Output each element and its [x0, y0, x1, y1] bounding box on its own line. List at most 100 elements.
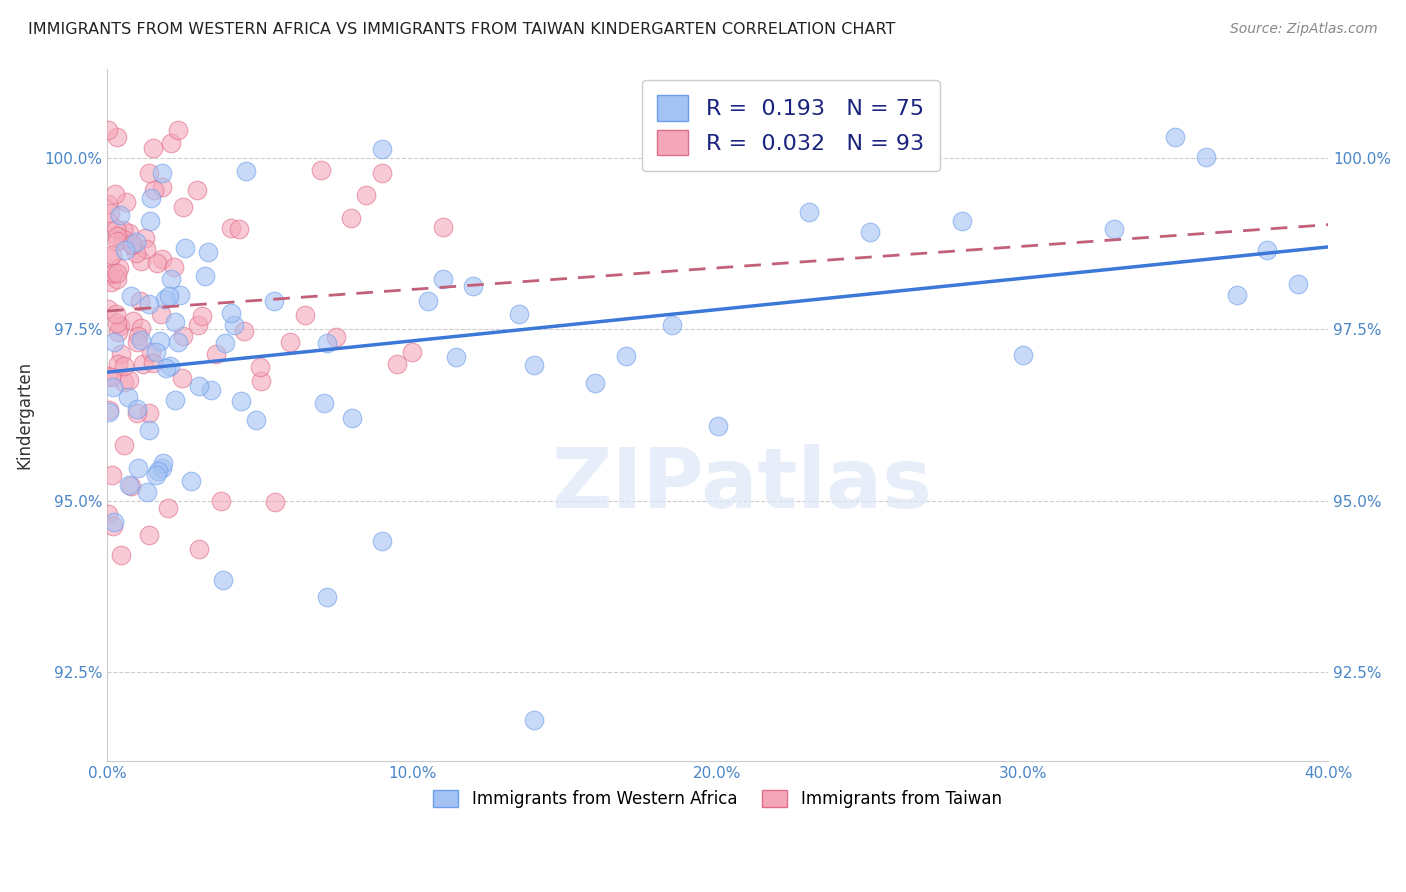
Point — [172, 371, 194, 385]
Point — [187, 318, 209, 333]
Point — [508, 307, 530, 321]
Point — [159, 272, 181, 286]
Point — [950, 213, 973, 227]
Point — [114, 244, 136, 258]
Point — [150, 180, 173, 194]
Point — [173, 241, 195, 255]
Point — [153, 292, 176, 306]
Point — [120, 289, 142, 303]
Point — [101, 248, 124, 262]
Point — [103, 516, 125, 530]
Point — [101, 266, 124, 280]
Point — [142, 183, 165, 197]
Point — [124, 235, 146, 250]
Point — [142, 356, 165, 370]
Point — [186, 182, 208, 196]
Point — [294, 308, 316, 322]
Point — [188, 379, 211, 393]
Point — [139, 191, 162, 205]
Point — [159, 136, 181, 151]
Point — [121, 238, 143, 252]
Point — [103, 380, 125, 394]
Point — [661, 318, 683, 333]
Point — [100, 370, 122, 384]
Point — [191, 309, 214, 323]
Point — [278, 335, 301, 350]
Point — [131, 253, 153, 268]
Point — [312, 396, 335, 410]
Point — [139, 344, 162, 359]
Point — [1225, 288, 1247, 302]
Point — [614, 349, 637, 363]
Point — [371, 142, 394, 156]
Point — [118, 373, 141, 387]
Point — [159, 359, 181, 373]
Point — [105, 234, 128, 248]
Point — [1256, 244, 1278, 258]
Point — [197, 244, 219, 259]
Point — [122, 314, 145, 328]
Point — [163, 315, 186, 329]
Point — [132, 357, 155, 371]
Point — [146, 256, 169, 270]
Point — [98, 405, 121, 419]
Point — [135, 485, 157, 500]
Point — [235, 163, 257, 178]
Point — [706, 419, 728, 434]
Point — [125, 246, 148, 260]
Point — [249, 374, 271, 388]
Point — [432, 272, 454, 286]
Point — [797, 205, 820, 219]
Point — [110, 549, 132, 563]
Point — [1104, 222, 1126, 236]
Point — [108, 208, 131, 222]
Point — [107, 325, 129, 339]
Point — [1286, 277, 1309, 291]
Point — [98, 251, 121, 265]
Point — [245, 413, 267, 427]
Point — [108, 318, 131, 333]
Point — [114, 359, 136, 373]
Point — [104, 222, 127, 236]
Point — [138, 528, 160, 542]
Point — [105, 228, 128, 243]
Point — [583, 376, 606, 391]
Point — [219, 306, 242, 320]
Point — [134, 231, 156, 245]
Point — [523, 713, 546, 727]
Point — [432, 219, 454, 234]
Point — [315, 591, 337, 605]
Point — [169, 288, 191, 302]
Point — [127, 406, 149, 420]
Point — [97, 368, 120, 383]
Point — [111, 223, 134, 237]
Point — [131, 333, 153, 347]
Point — [187, 541, 209, 556]
Point — [356, 188, 378, 202]
Point — [125, 401, 148, 416]
Point — [97, 197, 120, 211]
Point — [105, 316, 128, 330]
Point — [523, 358, 546, 372]
Point — [180, 474, 202, 488]
Point — [371, 166, 394, 180]
Point — [129, 321, 152, 335]
Point — [233, 324, 256, 338]
Point — [138, 297, 160, 311]
Point — [401, 345, 423, 359]
Point — [167, 123, 190, 137]
Point — [200, 383, 222, 397]
Point — [205, 347, 228, 361]
Point — [150, 166, 173, 180]
Point — [105, 272, 128, 286]
Point — [309, 162, 332, 177]
Point — [155, 360, 177, 375]
Point — [98, 268, 121, 282]
Point — [145, 344, 167, 359]
Point — [138, 166, 160, 180]
Point — [229, 394, 252, 409]
Point — [127, 461, 149, 475]
Point — [263, 293, 285, 308]
Point — [1011, 348, 1033, 362]
Text: ZIPatlas: ZIPatlas — [551, 443, 932, 524]
